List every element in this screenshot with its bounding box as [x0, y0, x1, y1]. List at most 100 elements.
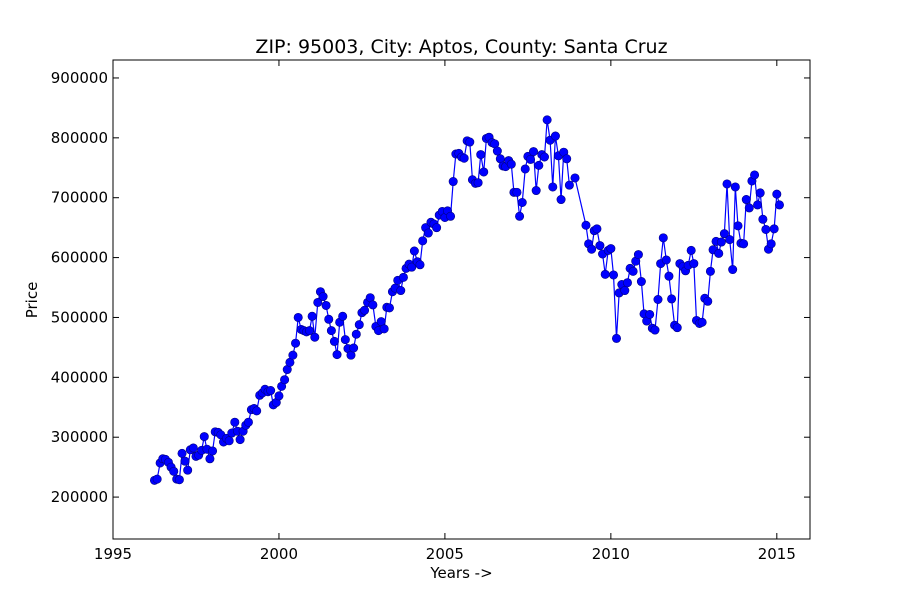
data-point — [409, 246, 419, 256]
data-point — [739, 239, 749, 249]
data-point — [418, 236, 428, 246]
data-point — [645, 309, 655, 319]
data-point — [703, 296, 713, 306]
data-point — [448, 177, 458, 187]
data-point — [542, 115, 552, 125]
data-point — [664, 271, 674, 281]
y-tick-label: 600000 — [51, 249, 108, 267]
data-point — [609, 270, 619, 280]
data-point — [326, 326, 336, 336]
data-point — [169, 466, 179, 476]
data-point — [672, 323, 682, 333]
data-point — [705, 266, 715, 276]
data-point — [728, 265, 738, 275]
data-point — [600, 269, 610, 279]
data-point — [235, 435, 245, 445]
y-tick-label: 400000 — [51, 368, 108, 386]
data-point — [318, 292, 328, 302]
data-point — [697, 317, 707, 327]
data-point — [324, 314, 334, 324]
data-point — [772, 189, 782, 199]
data-point — [396, 286, 406, 296]
x-tick-label: 2000 — [260, 545, 298, 563]
data-point — [360, 305, 370, 315]
data-point — [622, 278, 632, 288]
data-point — [628, 266, 638, 276]
data-point — [753, 200, 763, 210]
data-point — [564, 180, 574, 190]
data-point — [446, 211, 456, 221]
data-point — [313, 297, 323, 307]
x-axis-label: Years -> — [429, 564, 492, 582]
data-point — [774, 200, 784, 210]
data-point — [741, 195, 751, 205]
data-point — [208, 446, 218, 456]
data-point — [517, 198, 527, 208]
data-point — [432, 223, 442, 233]
x-tick-label: 2010 — [592, 545, 630, 563]
data-point — [183, 465, 193, 475]
data-point — [368, 300, 378, 310]
data-point — [730, 182, 740, 192]
data-point — [733, 221, 743, 231]
data-point — [177, 448, 187, 458]
y-tick-label: 200000 — [51, 488, 108, 506]
data-point — [529, 147, 539, 157]
data-point — [653, 294, 663, 304]
x-tick-label: 2005 — [426, 545, 464, 563]
data-point — [340, 335, 350, 345]
data-point — [415, 260, 425, 270]
data-point — [769, 224, 779, 234]
y-tick-label: 300000 — [51, 428, 108, 446]
data-point — [592, 224, 602, 234]
data-point — [520, 164, 530, 174]
data-point — [423, 228, 433, 238]
data-point — [658, 233, 668, 243]
data-point — [205, 454, 215, 464]
data-point — [321, 300, 331, 310]
data-point — [291, 338, 301, 348]
data-point — [581, 220, 591, 230]
y-tick-label: 800000 — [51, 129, 108, 147]
plot-frame — [112, 59, 811, 540]
data-point — [667, 294, 677, 304]
data-point — [633, 250, 643, 260]
data-point — [587, 244, 597, 254]
data-point — [534, 160, 544, 170]
y-tick-label: 700000 — [51, 189, 108, 207]
chart-title: ZIP: 95003, City: Aptos, County: Santa C… — [255, 36, 667, 58]
data-point — [266, 386, 276, 396]
data-point — [531, 186, 541, 196]
data-point — [492, 146, 502, 156]
data-point — [465, 137, 475, 147]
data-point — [304, 326, 314, 336]
data-point — [230, 417, 240, 427]
data-point — [354, 320, 364, 330]
data-point — [288, 350, 298, 360]
data-point — [562, 154, 572, 164]
data-point — [766, 239, 776, 249]
data-point — [761, 224, 771, 234]
x-tick-label: 1995 — [94, 545, 132, 563]
data-point — [329, 336, 339, 346]
data-point — [539, 152, 549, 162]
data-point — [332, 350, 342, 360]
data-point — [349, 343, 359, 353]
data-point — [758, 214, 768, 224]
y-tick-label: 500000 — [51, 308, 108, 326]
data-point — [351, 329, 361, 339]
data-point — [716, 237, 726, 247]
data-point — [686, 245, 696, 255]
data-point — [570, 173, 580, 183]
data-point — [661, 255, 671, 265]
data-point — [714, 248, 724, 258]
data-point — [338, 311, 348, 321]
data-point — [398, 272, 408, 282]
data-point — [243, 417, 253, 427]
data-point — [506, 159, 516, 169]
data-point — [252, 406, 262, 416]
data-point — [473, 178, 483, 188]
data-point — [548, 182, 558, 192]
data-point — [755, 188, 765, 198]
